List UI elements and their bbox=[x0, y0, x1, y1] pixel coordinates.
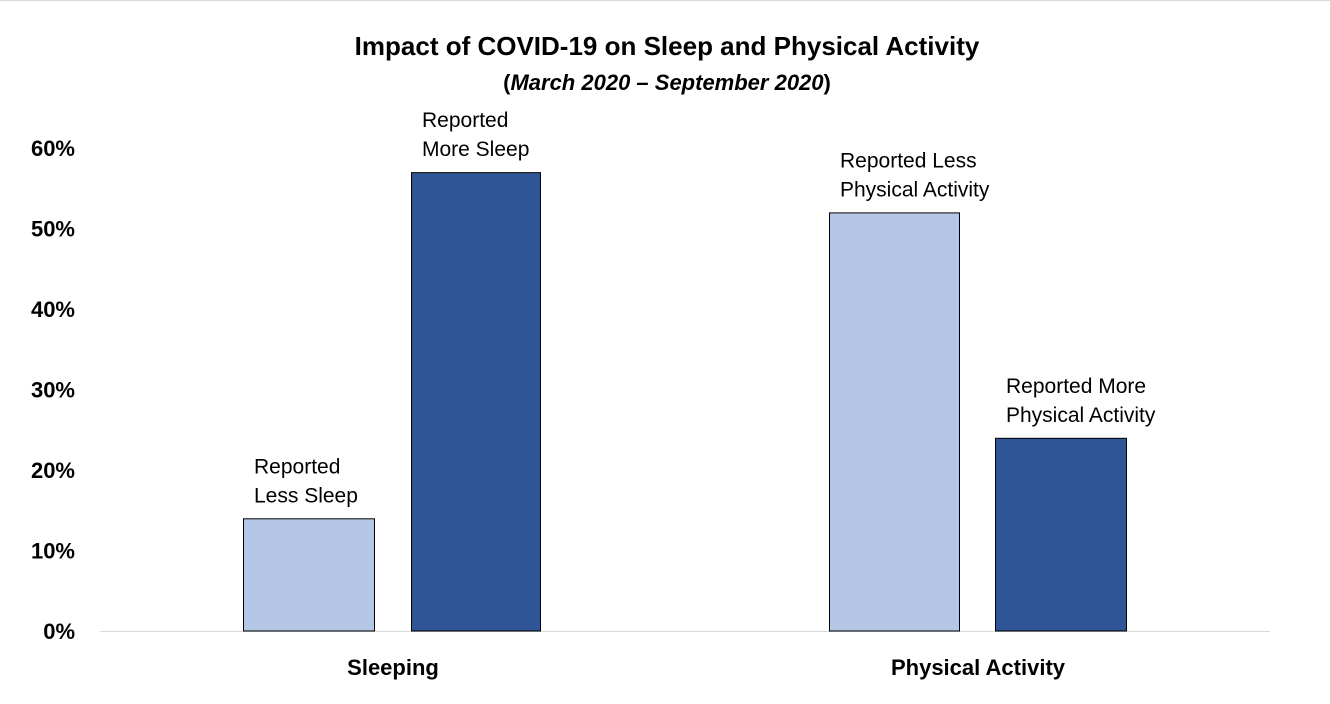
y-tick-label: 50% bbox=[31, 217, 75, 242]
bar bbox=[995, 437, 1127, 632]
bar bbox=[243, 518, 375, 632]
y-tick-label: 0% bbox=[43, 619, 75, 644]
y-tick-label: 20% bbox=[31, 458, 75, 483]
bar-data-label: Less Sleep bbox=[254, 484, 358, 507]
bar-data-label: Reported bbox=[254, 455, 340, 478]
y-tick-label: 60% bbox=[31, 136, 75, 161]
category-labels: Sleeping Physical Activity bbox=[347, 655, 1066, 680]
subtitle-date-range: March 2020 – September 2020 bbox=[510, 70, 824, 95]
bar bbox=[829, 212, 960, 632]
y-tick-label: 40% bbox=[31, 297, 75, 322]
bar-data-label: More Sleep bbox=[422, 138, 529, 161]
x-category-label: Sleeping bbox=[347, 655, 439, 680]
bar bbox=[411, 172, 541, 632]
bar-data-label: Physical Activity bbox=[840, 178, 990, 201]
y-tick-label: 30% bbox=[31, 378, 75, 403]
bar-data-label: Reported Less bbox=[840, 149, 977, 172]
bar-data-label: Physical Activity bbox=[1006, 404, 1156, 427]
chart-title: Impact of COVID-19 on Sleep and Physical… bbox=[355, 31, 980, 61]
y-tick-label: 10% bbox=[31, 539, 75, 564]
y-axis-ticks: 0% 10% 20% 30% 40% 50% 60% bbox=[31, 136, 75, 644]
bar-labels-layer: Reported Less Sleep Reported More Sleep Repo… bbox=[254, 109, 1156, 507]
bar-data-label: Reported bbox=[422, 109, 508, 132]
x-category-label: Physical Activity bbox=[891, 655, 1066, 680]
chart-subtitle: (March 2020 – September 2020) bbox=[503, 70, 831, 95]
subtitle-close-paren: ) bbox=[824, 70, 831, 95]
bars-layer bbox=[243, 172, 1127, 632]
chart-frame-border bbox=[0, 0, 1330, 1]
bar-data-label: Reported More bbox=[1006, 375, 1146, 398]
subtitle-open-paren: ( bbox=[503, 70, 511, 95]
